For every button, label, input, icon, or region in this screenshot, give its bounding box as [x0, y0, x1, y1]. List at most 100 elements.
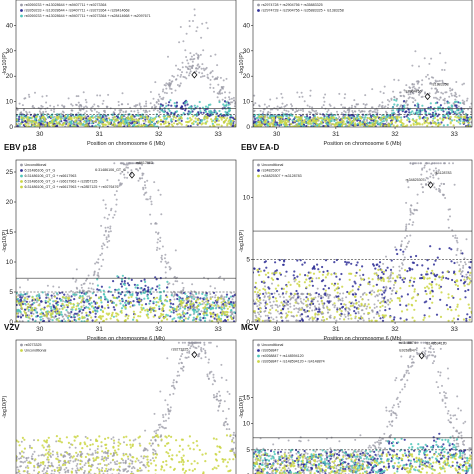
data-point [377, 312, 380, 315]
data-point [211, 320, 214, 322]
data-point [367, 298, 370, 301]
data-point [31, 296, 34, 299]
data-point [84, 105, 87, 108]
data-point [254, 102, 257, 105]
data-point [308, 105, 311, 108]
snp-annotation: rs6617963 [136, 161, 153, 165]
data-point [105, 236, 108, 239]
data-point [130, 278, 133, 281]
data-point [120, 311, 123, 314]
data-point [417, 111, 420, 114]
data-point [425, 170, 428, 173]
data-point [199, 110, 202, 113]
data-point [318, 310, 321, 313]
data-point [322, 296, 325, 299]
data-point [104, 203, 107, 206]
data-point [229, 123, 232, 126]
data-point [293, 120, 296, 123]
data-point [412, 212, 415, 215]
data-point [433, 116, 437, 119]
data-point [187, 297, 190, 300]
data-point [421, 89, 424, 92]
data-point [416, 202, 419, 205]
data-point [132, 300, 135, 303]
data-point [432, 182, 435, 185]
data-point [180, 73, 183, 76]
data-point [18, 124, 21, 127]
data-point [309, 306, 311, 309]
data-point [144, 120, 147, 123]
data-point [322, 279, 325, 282]
data-point [30, 314, 33, 318]
data-point [124, 315, 127, 318]
data-point [449, 215, 451, 218]
data-point [179, 75, 182, 78]
data-point [320, 319, 323, 322]
data-point [121, 103, 124, 106]
data-point [455, 100, 458, 103]
data-point [216, 123, 219, 126]
data-point [339, 299, 342, 302]
data-point [77, 314, 80, 317]
data-point [82, 304, 85, 307]
data-point [191, 122, 194, 125]
data-point [37, 122, 40, 126]
data-point [215, 301, 218, 304]
data-point [233, 99, 236, 102]
data-point [45, 101, 48, 104]
data-point [381, 116, 384, 119]
data-point [191, 319, 195, 322]
data-point [363, 121, 367, 124]
data-point [140, 279, 143, 283]
data-point [170, 119, 173, 122]
data-point [97, 272, 100, 274]
data-point [214, 53, 217, 56]
data-point [120, 122, 123, 125]
data-point [122, 110, 125, 113]
data-point [344, 309, 347, 312]
data-point [152, 162, 155, 165]
data-point [468, 274, 471, 277]
data-point [421, 167, 424, 170]
data-point [185, 71, 188, 74]
data-point [101, 102, 104, 105]
data-point [263, 117, 266, 120]
data-point [209, 55, 212, 58]
data-point [149, 195, 152, 198]
data-point [170, 118, 173, 121]
data-point [313, 114, 316, 118]
data-point [230, 309, 233, 312]
data-point [204, 303, 207, 306]
data-point [385, 118, 388, 121]
data-point [70, 116, 73, 119]
data-point [313, 116, 317, 119]
data-point [409, 124, 413, 127]
data-point [428, 77, 430, 80]
data-point [30, 122, 33, 125]
data-point [47, 116, 50, 119]
data-point [461, 99, 464, 102]
data-point [171, 320, 174, 322]
data-point [84, 124, 87, 127]
data-point [169, 99, 172, 102]
data-point [327, 295, 330, 298]
data-point [199, 76, 202, 78]
data-point [56, 318, 59, 321]
data-point [279, 121, 282, 124]
data-point [376, 111, 379, 114]
legend-swatch [257, 9, 260, 12]
data-point [374, 295, 377, 298]
data-point [271, 282, 273, 285]
data-point [186, 120, 190, 124]
data-point [173, 317, 176, 320]
data-point [94, 312, 97, 315]
data-point [91, 105, 94, 108]
data-point [35, 315, 38, 318]
data-point [176, 115, 179, 118]
data-point [159, 236, 162, 239]
data-point [189, 105, 192, 108]
data-point [139, 299, 142, 302]
data-point [193, 296, 195, 298]
data-point [55, 292, 59, 295]
